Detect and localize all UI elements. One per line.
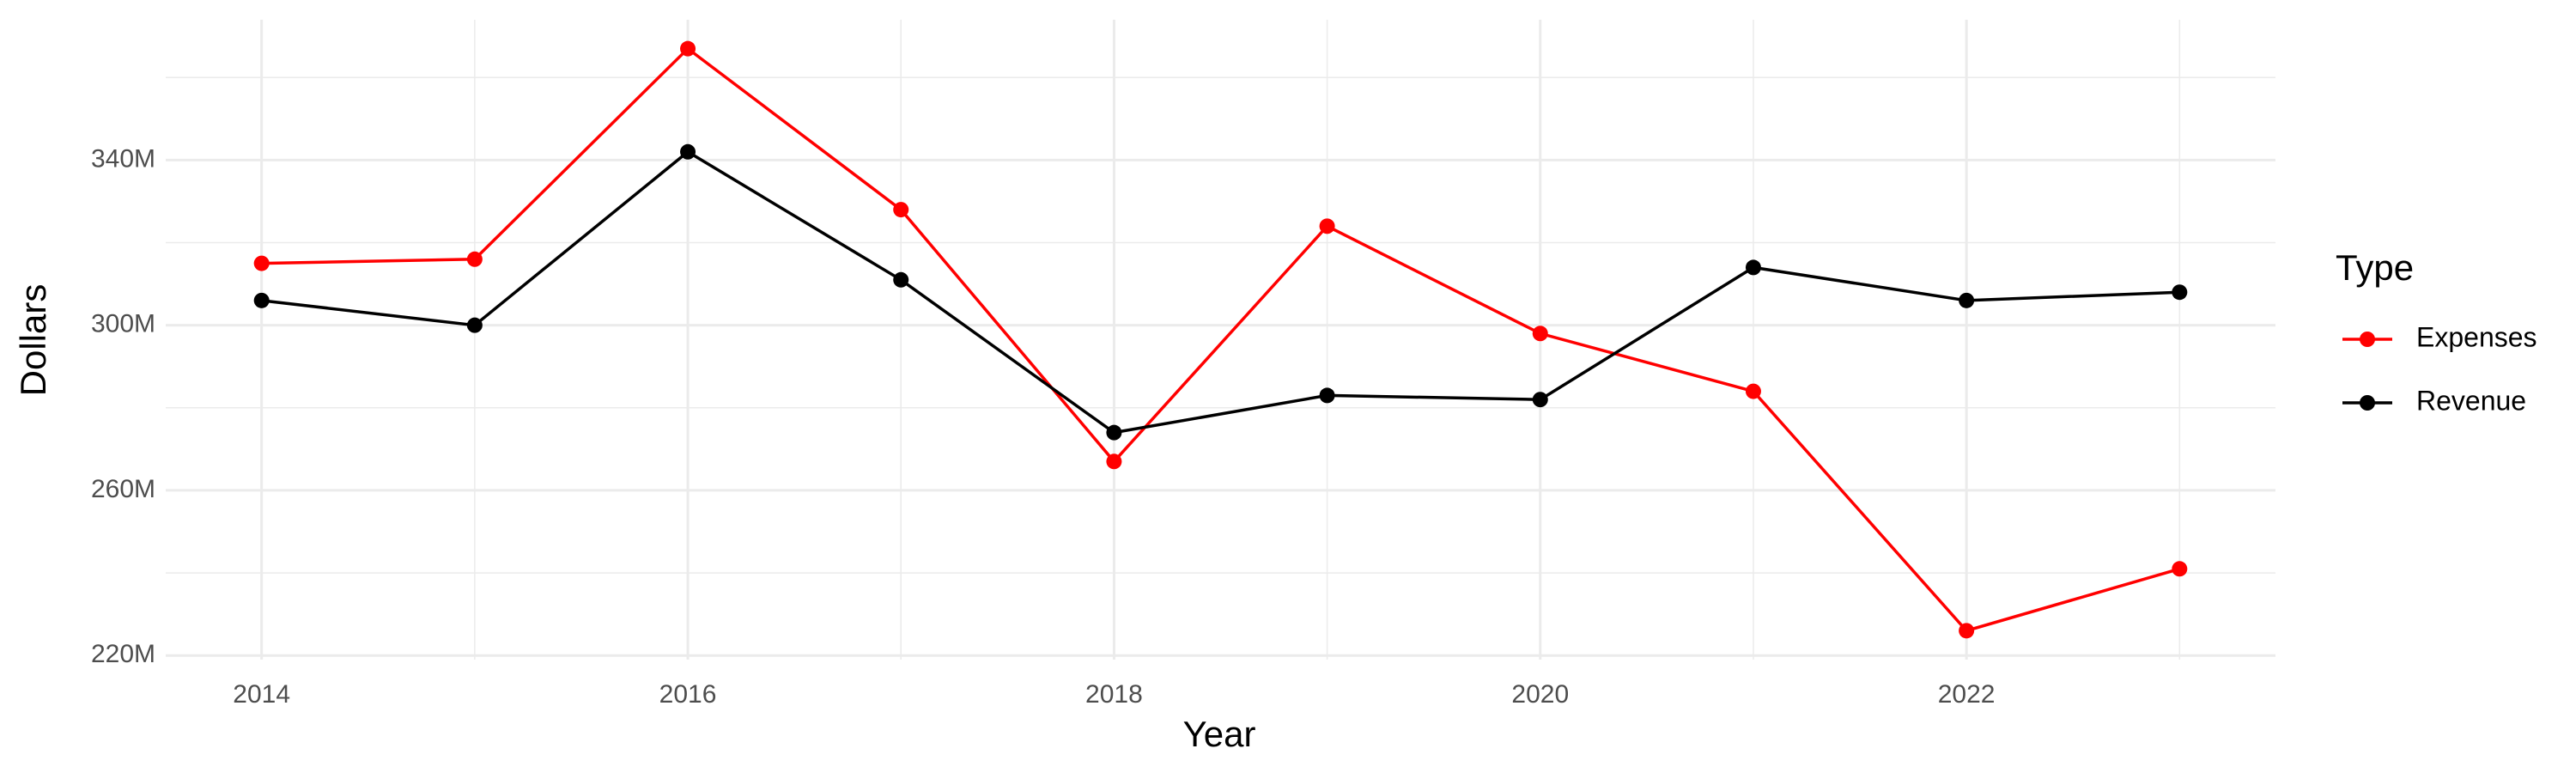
x-axis-title: Year [1183, 714, 1256, 754]
data-point [1319, 218, 1335, 234]
data-point [1106, 453, 1122, 470]
data-point [1532, 392, 1548, 408]
y-tick-label: 340M [91, 144, 155, 173]
data-point [1532, 326, 1548, 342]
y-tick-label: 260M [91, 475, 155, 503]
legend-point [2360, 395, 2375, 411]
data-point [1959, 292, 1975, 308]
legend-label: Expenses [2416, 321, 2537, 352]
legend-label: Revenue [2416, 385, 2526, 416]
data-point [253, 292, 270, 308]
data-point [680, 40, 696, 57]
series-line [261, 149, 2180, 435]
data-point [2172, 284, 2188, 301]
data-point [1319, 387, 1335, 404]
x-tick-label: 2014 [233, 680, 290, 709]
data-point [893, 202, 909, 218]
y-tick-label: 300M [91, 310, 155, 338]
data-point [466, 317, 483, 333]
data-point [466, 251, 483, 267]
x-tick-label: 2016 [659, 680, 717, 709]
data-point [893, 271, 909, 288]
y-axis-title: Dollars [13, 284, 53, 397]
data-point [2172, 561, 2188, 577]
x-tick-label: 2022 [1938, 680, 1996, 709]
data-point [253, 255, 270, 271]
data-point [1959, 623, 1975, 639]
legend-point [2360, 332, 2375, 347]
data-point [1106, 424, 1122, 441]
legend-title: Type [2336, 247, 2414, 288]
x-tick-label: 2020 [1511, 680, 1569, 709]
data-point [680, 143, 696, 160]
y-tick-label: 220M [91, 640, 155, 668]
x-tick-label: 2018 [1085, 680, 1143, 709]
data-point [1745, 383, 1761, 399]
data-point [1745, 259, 1761, 276]
series-line [261, 46, 2180, 633]
